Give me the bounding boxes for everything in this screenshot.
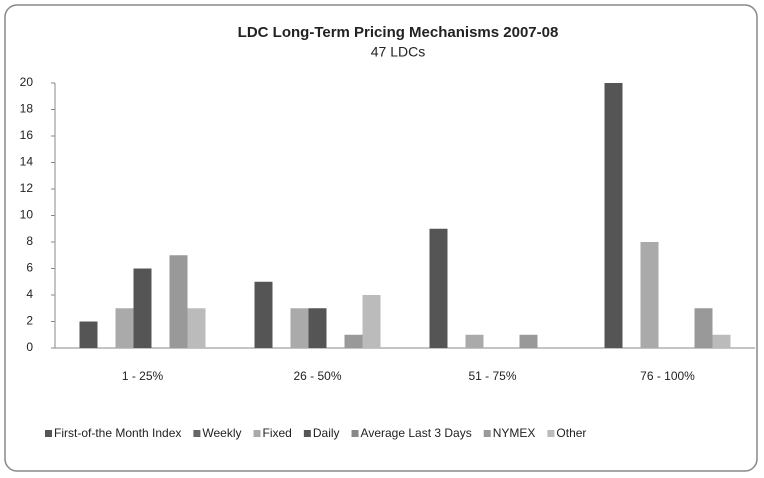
chart-border [4,4,758,472]
bar [519,334,538,348]
bar [115,308,134,348]
y-tick-label: 2 [26,314,33,328]
x-tick-label: 51 - 75% [468,369,516,383]
bar [604,83,623,348]
legend-label: Other [556,426,586,440]
bar [362,295,381,348]
y-tick-label: 10 [20,208,34,222]
legend-swatch [193,430,201,437]
bar [187,308,206,348]
chart-subtitle: 47 LDCs [371,44,425,60]
y-tick-label: 12 [20,181,34,195]
bar [712,334,731,348]
y-tick-label: 0 [26,340,33,354]
legend-swatch [45,430,52,437]
legend-label: Fixed [263,426,292,440]
bar [465,334,484,348]
legend-label: Daily [313,426,340,440]
x-tick-label: 1 - 25% [122,369,164,383]
x-tick-label: 76 - 100% [640,369,695,383]
y-tick-label: 16 [20,128,34,142]
bar [79,321,98,348]
legend-swatch [253,430,261,437]
legend-label: Weekly [202,426,241,440]
bar [169,255,188,348]
y-tick-label: 6 [26,261,33,275]
bar [344,334,363,348]
bar [254,281,273,348]
legend-swatch [483,430,491,437]
y-tick-label: 4 [26,287,33,301]
bar [308,308,327,348]
legend-label: Average Last 3 Days [361,426,472,440]
y-tick-label: 8 [26,234,33,248]
bar [290,308,309,348]
bar [429,228,448,348]
legend-label: NYMEX [493,426,536,440]
y-tick-label: 14 [20,155,34,169]
y-tick-label: 18 [20,102,34,116]
bar [640,242,659,348]
legend-label: First-of-the Month Index [54,426,181,440]
chart-title: LDC Long-Term Pricing Mechanisms 2007-08 [238,24,559,41]
legend-swatch [351,430,359,437]
bar [694,308,713,348]
bar [133,268,152,348]
y-tick-label: 20 [20,75,34,89]
legend-swatch [547,430,555,437]
x-tick-label: 26 - 50% [293,369,341,383]
legend-swatch [303,430,311,437]
